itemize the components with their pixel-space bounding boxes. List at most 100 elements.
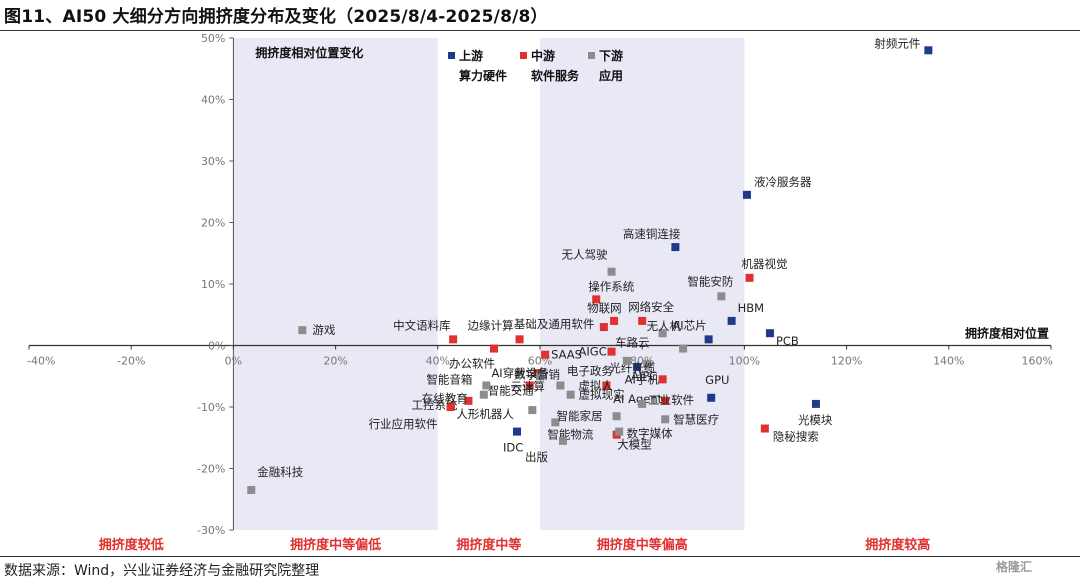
legend-marker-2 [520,52,527,59]
point-3-20 [247,486,256,495]
y-tick-label: 30% [201,155,225,168]
point-3-7 [482,381,491,390]
point-label: 高速铜连接 [623,227,681,241]
point-label: 人形机器人 [456,407,514,421]
point-label: AI芯片 [672,318,706,332]
point-1-4 [727,316,736,325]
point-label: 光模块 [798,413,833,427]
point-label: 机器视觉 [742,257,788,271]
x-tick-label: 100% [729,355,760,368]
point-3-4 [679,344,688,353]
point-label: 边缘计算 [468,318,514,332]
point-label: 隐秘搜索 [773,430,819,444]
y-tick-label: -20% [197,463,225,476]
point-2-12 [525,381,534,390]
point-1-1 [924,46,933,55]
point-label: PCB [776,334,799,348]
point-2-9 [541,350,550,359]
point-label: 液冷服务器 [754,175,812,189]
y-tick-label: 10% [201,278,225,291]
point-label: 车路云 [615,336,650,350]
point-label: 游戏 [312,323,335,337]
point-1-9 [513,427,522,436]
point-label: 光纤光缆 [609,361,655,375]
point-label: GPU [705,373,729,387]
y-axis-title: 拥挤度相对位置变化 [255,45,363,60]
point-label: 物联网 [587,301,622,315]
point-label: 办公软件 [449,357,495,371]
y-tick-label: 0% [208,340,225,353]
point-2-4 [610,316,619,325]
point-label: AIGC [579,345,607,359]
point-2-19 [760,424,769,433]
watermark: 格隆汇 [996,560,1033,574]
legend-sublabel-3: 应用 [599,68,623,83]
point-3-6 [622,356,631,365]
point-2-16 [464,396,473,405]
zone-label-3: 拥挤度中等 [456,537,521,553]
point-3-1 [607,267,616,276]
point-3-2 [717,292,726,301]
point-2-2 [592,295,601,304]
point-label: 无人驾驶 [562,248,608,262]
point-label: 无人机 [647,319,682,333]
point-2-15 [602,381,611,390]
y-tick-label: -30% [197,524,225,537]
point-label: 网络安全 [628,300,674,314]
point-label: 在线教育 [422,392,468,406]
x-tick-label: 0% [225,355,242,368]
zone-band-2 [233,38,438,530]
point-3-19 [298,326,307,335]
point-label: 云计算 [510,379,545,393]
x-tick-label: -20% [117,355,145,368]
point-3-11 [566,390,575,399]
point-label: 智能交通 [488,383,534,397]
legend-name-2: 中游 [531,48,555,63]
x-tick-label: 160% [1022,355,1053,368]
zone-label-1: 拥挤度较低 [99,537,164,553]
title-rule [0,30,1080,31]
legend-marker-1 [448,52,455,59]
figure-title: 图11、AI50 大细分方向拥挤度分布及变化（2025/8/4-2025/8/8… [4,7,548,27]
y-tick-label: 40% [201,94,225,107]
point-2-10 [490,344,499,353]
legend-name-1: 上游 [459,48,483,63]
point-label: SAAS [551,348,582,362]
point-label: 出版 [525,450,548,464]
point-1-5 [704,335,713,344]
point-3-14 [551,418,560,427]
point-label: 电子政务 [567,364,613,378]
scatter-chart: 50% 40% 30% 20% 10% 0% -10% -20% -30% -40% -20% 0% 2… [27,32,1053,553]
point-2-8 [607,347,616,356]
y-tick-label: 50% [201,32,225,45]
point-3-10 [556,381,565,390]
point-1-10 [633,363,642,372]
point-label: 工控系统 [411,398,457,412]
legend-sublabel-2: 软件服务 [531,68,580,83]
legend-marker-3 [588,52,595,59]
x-tick-label: 40% [426,355,450,368]
point-3-12 [638,399,647,408]
point-label: 操作系统 [588,279,634,293]
legend-name-3: 下游 [599,48,623,63]
point-3-13 [528,406,537,415]
legend-sublabel-1: 算力硬件 [459,68,507,83]
point-3-8 [536,372,544,381]
point-2-17 [446,403,455,411]
point-label: IDC [503,441,523,455]
point-label: 虚拟人 [578,378,613,392]
point-label: HBM [738,301,764,315]
point-label: 中文语料库 [393,318,451,332]
point-label: 数字媒体 [627,427,673,441]
zone-label-4: 拥挤度中等偏高 [597,537,688,553]
point-label: 数字营销 [514,367,560,381]
point-label: 射频元件 [874,36,920,50]
point-label: AIPC [631,369,657,383]
zone-label-2: 拥挤度中等偏低 [290,537,381,553]
point-3-17 [558,436,567,445]
point-label: 智能家居 [557,409,603,423]
x-tick-label: 120% [831,355,862,368]
point-3-9 [479,390,488,399]
zone-band-4 [540,38,745,530]
point-2-7 [515,335,524,344]
